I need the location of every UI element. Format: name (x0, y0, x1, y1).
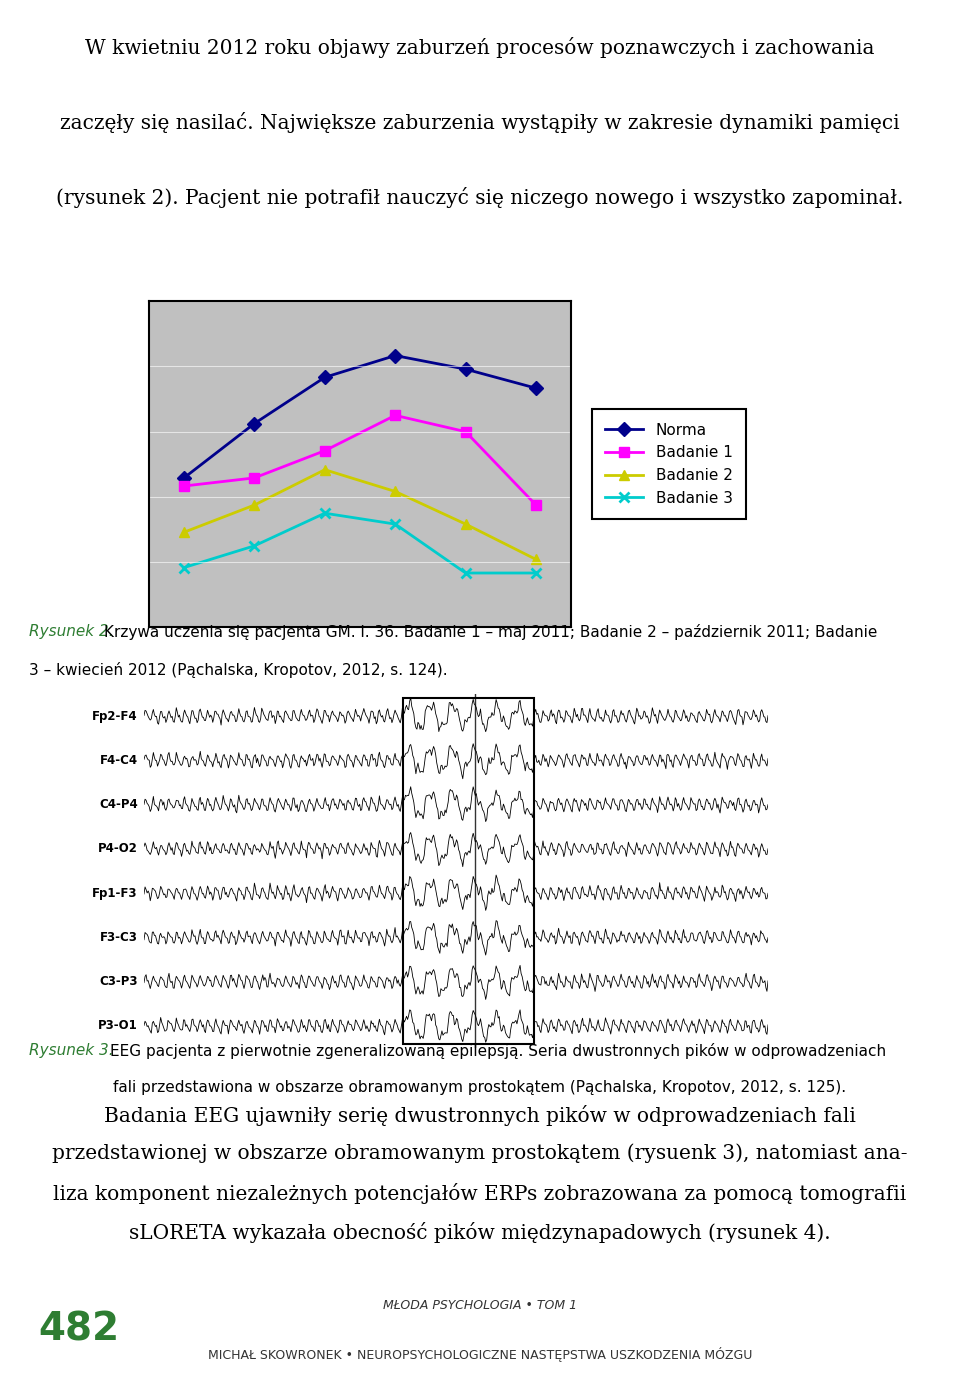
Text: MICHAŁ SKOWRONEK • NEUROPSYCHOLOGICZNE NASTĘPSTWA USZKODZENIA MÓZGU: MICHAŁ SKOWRONEK • NEUROPSYCHOLOGICZNE N… (207, 1348, 753, 1363)
Text: C4-P4: C4-P4 (99, 798, 138, 811)
Text: F4-C4: F4-C4 (100, 754, 138, 766)
Text: (rysunek 2). Pacjent nie potrafił nauczyć się niczego nowego i wszystko zapomina: (rysunek 2). Pacjent nie potrafił nauczy… (57, 187, 903, 208)
Text: P4-O2: P4-O2 (98, 843, 138, 855)
Text: F3-C3: F3-C3 (100, 931, 138, 944)
Text: Rysunek 2.: Rysunek 2. (29, 623, 113, 638)
Legend: Norma, Badanie 1, Badanie 2, Badanie 3: Norma, Badanie 1, Badanie 2, Badanie 3 (591, 409, 747, 519)
Text: Rysunek 3.: Rysunek 3. (29, 1044, 113, 1059)
Text: Fp1-F3: Fp1-F3 (92, 887, 138, 899)
Text: MŁODA PSYCHOLOGIA • TOM 1: MŁODA PSYCHOLOGIA • TOM 1 (383, 1299, 577, 1312)
Text: EEG pacjenta z pierwotnie zgeneralizowaną epilepsją. Seria dwustronnych pików w : EEG pacjenta z pierwotnie zgeneralizowan… (110, 1044, 886, 1059)
Text: Fp2-F4: Fp2-F4 (92, 709, 138, 723)
Text: 3 – kwiecień 2012 (Pąchalska, Kropotov, 2012, s. 124).: 3 – kwiecień 2012 (Pąchalska, Kropotov, … (29, 662, 447, 677)
Text: fali przedstawiona w obszarze obramowanym prostokątem (Pąchalska, Kropotov, 2012: fali przedstawiona w obszarze obramowany… (113, 1080, 847, 1095)
Text: liza komponent niezależnych potencjałów ERPs zobrazowana za pomocą tomografii: liza komponent niezależnych potencjałów … (54, 1183, 906, 1203)
Text: Krzywa uczenia się pacjenta GM. l. 36. Badanie 1 – maj 2011; Badanie 2 – paździe: Krzywa uczenia się pacjenta GM. l. 36. B… (104, 623, 877, 640)
Text: zaczęły się nasilać. Największe zaburzenia wystąpiły w zakresie dynamiki pamięci: zaczęły się nasilać. Największe zaburzen… (60, 112, 900, 133)
Bar (403, 698, 534, 1044)
Text: sLORETA wykazała obecność pików międzynapadowych (rysunek 4).: sLORETA wykazała obecność pików międzyna… (130, 1221, 830, 1242)
Text: P3-O1: P3-O1 (98, 1019, 138, 1033)
Text: przedstawionej w obszarze obramowanym prostokątem (rysuenk 3), natomiast ana-: przedstawionej w obszarze obramowanym pr… (52, 1144, 908, 1163)
Text: Badania EEG ujawniły serię dwustronnych pików w odprowadzeniach fali: Badania EEG ujawniły serię dwustronnych … (104, 1105, 856, 1126)
Text: W kwietniu 2012 roku objawy zaburzeń procesów poznawczych i zachowania: W kwietniu 2012 roku objawy zaburzeń pro… (85, 37, 875, 58)
Text: C3-P3: C3-P3 (99, 976, 138, 988)
Text: 482: 482 (38, 1310, 120, 1348)
